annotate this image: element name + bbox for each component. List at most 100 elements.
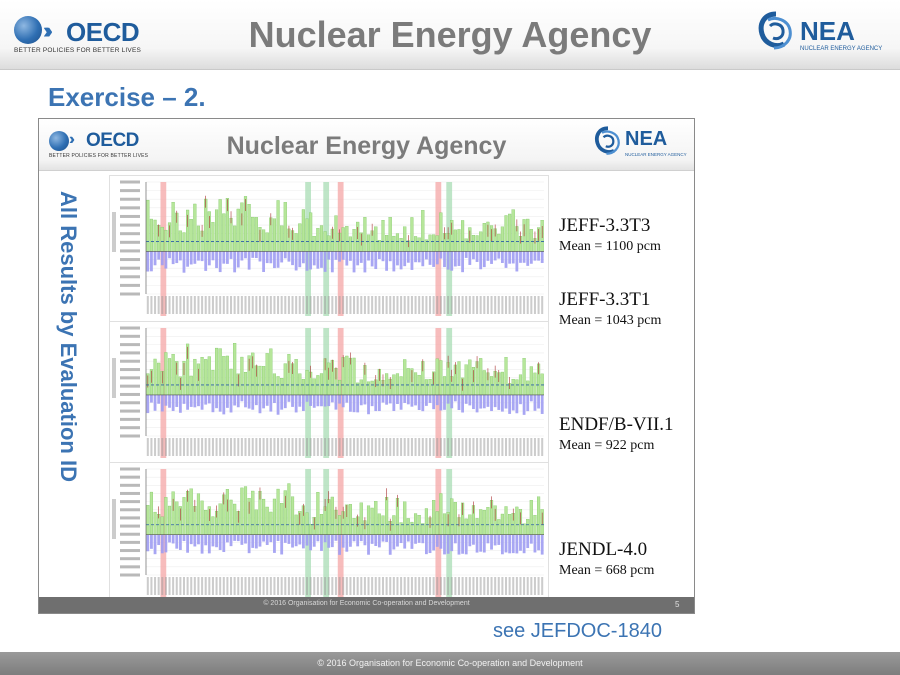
bar-positive bbox=[316, 492, 320, 535]
bar-negative bbox=[323, 534, 327, 543]
tick-label-texture bbox=[450, 577, 453, 595]
tick-label-texture bbox=[468, 296, 471, 314]
bar-negative bbox=[352, 394, 356, 413]
bar-negative bbox=[349, 251, 352, 261]
bar-positive bbox=[193, 203, 197, 252]
y-tick-texture bbox=[120, 540, 140, 544]
bar-negative bbox=[428, 534, 432, 554]
tick-label-texture bbox=[287, 296, 290, 314]
bar-negative bbox=[193, 251, 197, 264]
bar-negative bbox=[359, 394, 363, 406]
tick-label-texture bbox=[389, 296, 392, 314]
bar-positive bbox=[200, 500, 204, 535]
bar-negative bbox=[403, 394, 407, 403]
tick-label-texture bbox=[374, 577, 377, 595]
bar-positive bbox=[385, 373, 389, 396]
tick-label-texture bbox=[389, 577, 392, 595]
bar-positive bbox=[526, 380, 530, 396]
embedded-title: Nuclear Energy Agency bbox=[226, 132, 507, 160]
tick-label-texture bbox=[226, 438, 229, 456]
tick-label-texture bbox=[154, 438, 157, 456]
bar-positive bbox=[359, 379, 363, 396]
bar-positive bbox=[352, 518, 356, 535]
embedded-page-number: 5 bbox=[675, 600, 680, 609]
bar-positive bbox=[287, 483, 291, 535]
bar-negative bbox=[522, 534, 526, 554]
bar-positive bbox=[457, 361, 461, 396]
tick-label-texture bbox=[476, 577, 479, 595]
bar-positive bbox=[403, 226, 407, 252]
library-mean: Mean = 922 pcm bbox=[559, 438, 655, 453]
tick-label-texture bbox=[436, 577, 439, 595]
tick-label-texture bbox=[345, 438, 348, 456]
bar-negative bbox=[526, 534, 530, 549]
bar-positive bbox=[225, 489, 229, 535]
bar-negative bbox=[309, 394, 313, 406]
bar-positive bbox=[352, 229, 356, 252]
bar-negative bbox=[421, 534, 425, 544]
tick-label-texture bbox=[230, 296, 233, 314]
bar-negative bbox=[414, 394, 417, 406]
tick-label-texture bbox=[476, 438, 479, 456]
bar-negative bbox=[511, 394, 515, 411]
tick-label-texture bbox=[230, 577, 233, 595]
tick-label-texture bbox=[146, 438, 149, 456]
bar-negative bbox=[182, 394, 186, 404]
tick-label-texture bbox=[353, 296, 356, 314]
bar-negative bbox=[410, 394, 414, 407]
bar-negative bbox=[168, 394, 171, 408]
bar-positive bbox=[258, 365, 262, 396]
tick-label-texture bbox=[248, 577, 251, 595]
bar-negative bbox=[276, 394, 280, 415]
tick-label-texture bbox=[461, 438, 464, 456]
bar-positive bbox=[309, 524, 313, 535]
bar-positive bbox=[540, 373, 544, 396]
bar-negative bbox=[240, 534, 244, 545]
embedded-header: ››› OECD BETTER POLICIES FOR BETTER LIVE… bbox=[39, 119, 694, 171]
tick-label-texture bbox=[515, 577, 518, 595]
bar-negative bbox=[280, 394, 284, 410]
tick-label-texture bbox=[425, 296, 428, 314]
bar-negative bbox=[453, 394, 457, 402]
bar-negative bbox=[247, 394, 251, 409]
bar-negative bbox=[464, 394, 468, 404]
bar-positive bbox=[229, 499, 233, 535]
bar-positive bbox=[189, 219, 193, 252]
bar-positive bbox=[272, 498, 277, 535]
bar-positive bbox=[283, 202, 287, 252]
tick-label-texture bbox=[345, 296, 348, 314]
bar-negative bbox=[316, 251, 320, 269]
bar-positive bbox=[167, 358, 172, 396]
bar-negative bbox=[529, 251, 533, 264]
tick-label-texture bbox=[237, 438, 240, 456]
bar-negative bbox=[204, 251, 208, 271]
bar-negative bbox=[175, 251, 179, 264]
tick-label-texture bbox=[512, 438, 515, 456]
bar-negative bbox=[519, 394, 522, 405]
bar-positive bbox=[504, 215, 508, 252]
bar-positive bbox=[489, 376, 494, 396]
tick-label-texture bbox=[197, 577, 200, 595]
tick-label-texture bbox=[353, 438, 356, 456]
bar-negative bbox=[287, 534, 291, 544]
tick-label-texture bbox=[505, 438, 508, 456]
bar-positive bbox=[511, 209, 515, 252]
bar-negative bbox=[417, 534, 421, 543]
bar-negative bbox=[269, 251, 273, 264]
tick-label-texture bbox=[186, 438, 189, 456]
tick-label-texture bbox=[182, 296, 185, 314]
tick-label-texture bbox=[240, 577, 243, 595]
bar-positive bbox=[500, 226, 504, 252]
bar-negative bbox=[157, 251, 161, 260]
bar-negative bbox=[529, 534, 533, 544]
bar-positive bbox=[236, 208, 240, 252]
tick-label-texture bbox=[262, 438, 265, 456]
bar-negative bbox=[497, 534, 501, 545]
bar-positive bbox=[413, 372, 418, 396]
bar-negative bbox=[218, 251, 222, 273]
tick-label-texture bbox=[186, 577, 189, 595]
bar-positive bbox=[464, 238, 468, 252]
tick-label-texture bbox=[537, 296, 540, 314]
bar-negative bbox=[482, 534, 486, 553]
tick-label-texture bbox=[190, 577, 193, 595]
